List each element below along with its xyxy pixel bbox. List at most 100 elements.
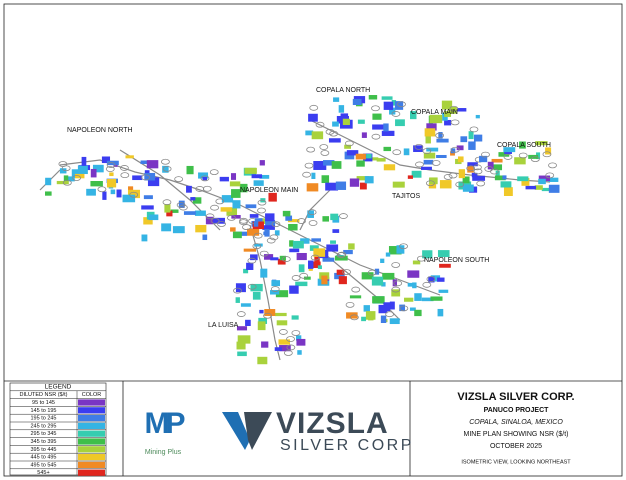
stope-outline [319,144,329,150]
ore-block [413,145,423,152]
ore-block [468,131,474,140]
stope-outline [304,162,314,169]
ore-block [381,282,386,287]
ore-block [202,177,208,181]
stope-outline [351,286,361,293]
stope-outline [315,121,325,128]
stope-outline [455,181,465,188]
stope-outline [307,209,317,216]
ore-block [298,264,305,273]
legend-range: 195 to 245 [31,416,57,422]
ore-block [338,276,347,285]
ore-block [457,108,467,112]
ore-block [479,155,488,163]
ore-block [205,216,214,225]
stope-outline [385,311,395,318]
ore-block [450,148,456,154]
ore-block [232,200,241,209]
ore-block [424,128,436,137]
legend-swatch [78,422,105,429]
ore-block [140,160,149,165]
stope-outline [120,172,130,179]
ore-block [338,105,345,113]
ore-block [297,350,302,355]
view: ISOMETRIC VIEW, LOOKING NORTHEAST [461,459,571,465]
ore-block [395,119,405,127]
ore-block [252,291,261,300]
stope-outline [286,344,296,351]
stope-outline [336,252,346,259]
ore-block [237,335,251,344]
stope-outline [349,314,359,321]
ore-block [361,132,367,138]
ore-block [285,215,293,221]
ore-block [313,248,326,257]
ore-block [421,166,432,170]
legend-range: 395 to 445 [31,447,57,453]
ore-block [430,296,443,301]
stope-outline [422,281,432,288]
location: COPALA, SINALOA, MEXICO [469,419,563,426]
ore-block [230,173,237,180]
ore-block [407,270,420,278]
ore-block [467,162,478,167]
ore-block [110,189,116,195]
stope-outline [476,180,486,187]
ore-block [344,151,355,160]
ore-block [383,146,392,152]
stope-outline [281,256,291,262]
ore-block [289,248,300,253]
ore-block [335,181,347,190]
ore-block [232,231,242,239]
ore-block [331,161,342,169]
ore-block [265,220,276,227]
ore-block [276,320,288,326]
legend-swatch [78,438,105,445]
ore-block [376,158,386,162]
ore-block [239,183,248,193]
ore-block [359,182,367,190]
ore-block [237,351,247,357]
ore-block [475,114,480,119]
ore-block [437,250,450,258]
stope-outline [227,214,236,221]
stope-outline [259,250,269,257]
stope-outline [530,156,540,162]
ore-block [274,230,280,236]
stope-outline [466,165,476,172]
ore-block [399,304,405,312]
ore-block [428,276,435,283]
ore-block [250,283,263,292]
stope-outline [299,272,309,279]
stope-outline [337,251,347,258]
ore-block [275,312,287,317]
ore-block [148,214,159,221]
ore-block [270,257,279,261]
ore-block [254,243,263,247]
ore-block [90,168,97,178]
ore-block [300,238,310,244]
ore-block [473,134,483,142]
ore-block [487,161,494,170]
stope-outline [435,132,445,139]
ore-block [311,131,324,140]
ore-block [389,301,395,310]
ore-block [372,296,385,304]
ore-block [372,124,384,130]
ore-block [162,165,169,173]
stope-outline [217,221,226,227]
legend-header: DILUTED NSR ($/t) [20,392,68,398]
stope-outline [297,218,306,224]
ore-block [450,151,455,156]
ore-block [412,282,417,289]
stope-outline [518,152,528,159]
stope-outline [344,140,354,147]
ore-block [109,172,114,177]
ore-block [59,168,67,174]
ore-block [348,243,355,250]
tunnel [309,119,551,183]
ore-block [261,341,269,348]
stope-outline [443,174,453,180]
ore-block [392,181,405,188]
stope-outline [253,232,263,239]
